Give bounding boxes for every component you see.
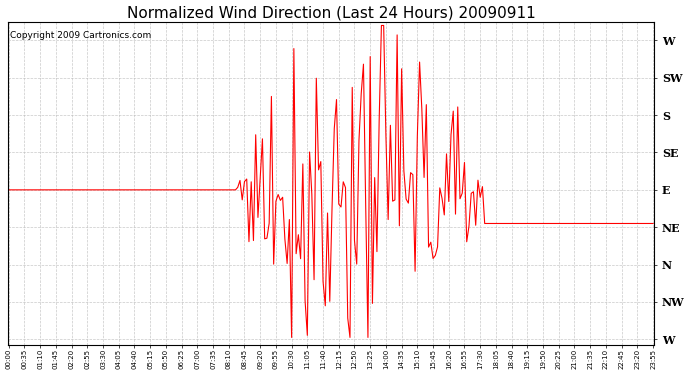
Text: Copyright 2009 Cartronics.com: Copyright 2009 Cartronics.com bbox=[10, 32, 151, 40]
Title: Normalized Wind Direction (Last 24 Hours) 20090911: Normalized Wind Direction (Last 24 Hours… bbox=[126, 6, 535, 21]
